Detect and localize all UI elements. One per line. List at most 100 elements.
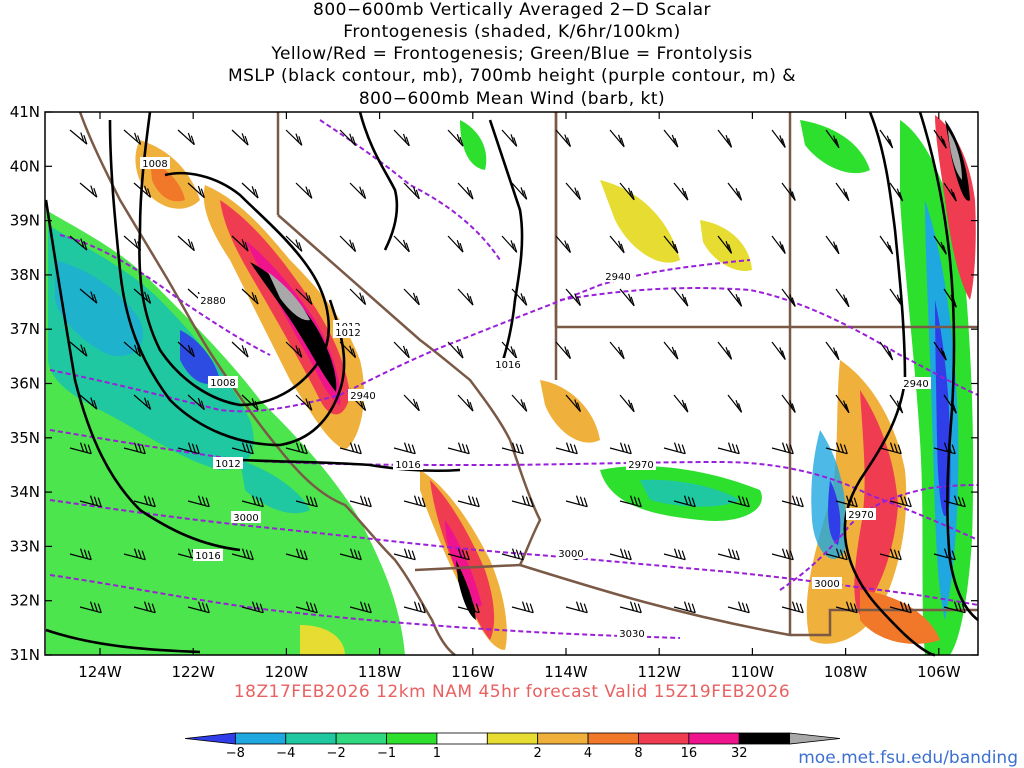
lat-label: 40N xyxy=(10,157,40,175)
wind-barb xyxy=(69,341,88,357)
wind-barb xyxy=(511,601,534,614)
wind-barb xyxy=(555,129,572,147)
height-contour-2940-a xyxy=(49,259,751,413)
wind-barb xyxy=(771,442,794,455)
height-label-bg xyxy=(626,458,656,470)
wind-barb xyxy=(727,495,750,508)
wind-barb xyxy=(609,442,632,455)
wind-barb xyxy=(889,182,904,202)
colorbar-label: −1 xyxy=(376,746,397,761)
wind-barb xyxy=(177,341,195,358)
frontolysis-nm-2 xyxy=(828,480,841,545)
wind-barb xyxy=(349,288,367,305)
mslp-label-bg xyxy=(333,326,363,338)
wind-barb xyxy=(781,495,804,508)
frontolysis-east-3 xyxy=(935,300,951,517)
wind-barb xyxy=(339,442,362,455)
wind-barb xyxy=(295,495,318,508)
wind-barb xyxy=(717,341,733,360)
border-mx xyxy=(414,563,978,637)
wind-barb xyxy=(285,235,303,252)
wind-barb xyxy=(609,129,625,148)
wind-barb xyxy=(501,235,518,253)
lat-label: 41N xyxy=(10,103,40,121)
wind-barb xyxy=(501,341,518,359)
frontolysis-nv-patch xyxy=(460,120,487,170)
wind-barb xyxy=(457,394,474,412)
wind-barb xyxy=(403,182,420,200)
wind-barb xyxy=(771,548,794,561)
wind-barb xyxy=(609,548,632,561)
wind-barb xyxy=(457,288,474,306)
frontolysis-area-ca-4 xyxy=(180,330,220,384)
wind-barb xyxy=(933,129,947,149)
wind-barb xyxy=(447,235,464,253)
wind-barb xyxy=(609,341,625,360)
wind-barb xyxy=(879,548,902,561)
height-contour-2940-c xyxy=(319,119,501,261)
colorbar-label: −2 xyxy=(326,746,346,761)
wind-barb xyxy=(339,341,357,358)
height-label-bg xyxy=(812,577,842,589)
colorbar-label: 2 xyxy=(533,746,542,761)
height-label: 2940 xyxy=(903,379,928,390)
wind-barb xyxy=(673,394,689,413)
wind-barb xyxy=(447,129,464,147)
wind-barb xyxy=(285,129,303,146)
longitude-axis: 124W 122W 120W 118W 116W 114W 112W 110W 108W 106W xyxy=(78,663,960,681)
wind-barb xyxy=(241,182,259,199)
wind-barb xyxy=(555,442,578,455)
credit-url: moe.met.fsu.edu/banding xyxy=(798,748,1018,768)
wind-barb xyxy=(79,182,98,198)
wind-barb xyxy=(403,394,420,412)
wind-barb xyxy=(133,394,152,410)
frontogenesis-ut-patch xyxy=(600,180,680,263)
wind-barb xyxy=(727,394,743,413)
wind-barb xyxy=(555,341,572,359)
wind-barb xyxy=(285,442,308,455)
frontogenesis-ne-3 xyxy=(948,130,962,180)
height-contour-2940-b xyxy=(559,287,979,396)
title-line-4: MSLP (black contour, mb), 700mb height (… xyxy=(227,66,797,86)
height-label-bg xyxy=(617,627,647,639)
wind-barb xyxy=(717,442,740,455)
wind-barb xyxy=(771,129,786,148)
lat-label: 38N xyxy=(10,266,40,284)
wind-barb xyxy=(403,495,426,508)
wind-barb xyxy=(663,129,679,148)
wind-barb xyxy=(69,548,92,561)
lon-label: 108W xyxy=(824,663,868,681)
wind-barb xyxy=(889,495,912,508)
wind-barb xyxy=(835,601,858,614)
wind-barb xyxy=(241,495,264,508)
wind-barb xyxy=(187,601,210,614)
wind-barb xyxy=(69,235,88,251)
mslp-label: 1008 xyxy=(142,159,167,170)
wind-barb xyxy=(501,129,518,147)
wind-barb xyxy=(943,394,957,414)
wind-barb xyxy=(187,182,205,199)
wind-barb xyxy=(79,288,98,304)
wind-barb xyxy=(69,442,92,455)
wind-barb xyxy=(771,341,786,360)
wind-barb xyxy=(187,495,210,508)
wind-barb xyxy=(339,235,357,252)
frontogenesis-band-sierra-4 xyxy=(250,262,337,392)
wind-barb xyxy=(393,235,410,253)
height-label-bg xyxy=(198,294,228,306)
border-ca-nv xyxy=(277,214,512,441)
wind-barb xyxy=(511,288,528,306)
wind-barb xyxy=(673,495,696,508)
wind-barb xyxy=(339,129,357,146)
height-label: 3000 xyxy=(558,549,583,560)
wind-barb xyxy=(501,548,524,561)
frontogenesis-baja-patch xyxy=(860,590,940,644)
mslp-label: 1016 xyxy=(395,460,420,471)
wind-barb xyxy=(717,129,733,148)
border-ca-coast xyxy=(78,111,456,657)
wind-barb xyxy=(933,442,956,455)
height-contour-3000-a xyxy=(49,499,979,606)
wind-barb xyxy=(231,235,249,252)
wind-barb xyxy=(889,394,904,414)
lat-label: 32N xyxy=(10,592,40,610)
